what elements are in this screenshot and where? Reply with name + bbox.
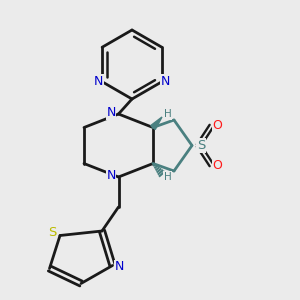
Text: S: S [197,139,205,152]
Text: N: N [94,75,103,88]
Polygon shape [151,117,162,130]
Text: O: O [212,119,222,133]
Text: O: O [212,158,222,172]
Text: S: S [48,226,57,239]
Text: N: N [106,106,116,119]
Text: H: H [164,172,171,182]
Text: H: H [164,109,171,119]
Text: N: N [161,75,170,88]
Text: N: N [106,169,116,182]
Text: N: N [114,260,124,274]
